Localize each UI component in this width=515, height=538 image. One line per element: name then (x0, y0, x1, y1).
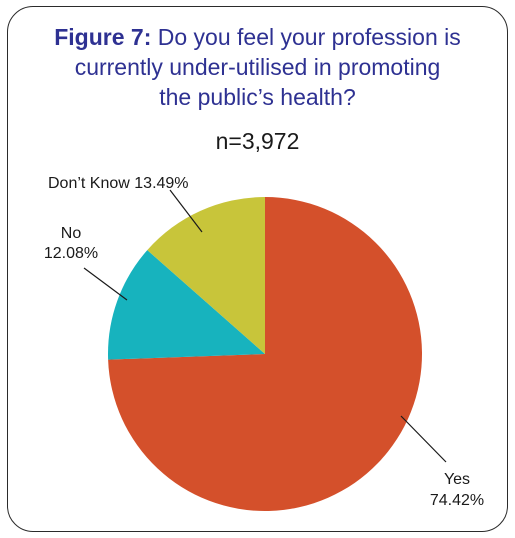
figure-title: Figure 7: Do you feel your profession is… (20, 22, 495, 112)
title-line-2: currently under-utilised in promoting (74, 54, 441, 80)
leader-line-dont-know (169, 189, 203, 233)
pie-slice-yes (108, 197, 422, 511)
leader-line-no (83, 267, 128, 301)
label-no-name: No (61, 225, 82, 242)
title-line-3: the public’s health? (159, 84, 356, 110)
sample-size: n=3,972 (215, 128, 300, 154)
label-no-pct: 12.08% (44, 245, 98, 262)
title-line-1: Do you feel your profession is (151, 24, 461, 50)
pie-slice-no (108, 250, 266, 360)
label-yes-name: Yes (444, 471, 470, 488)
label-yes-pct: 74.42% (430, 492, 484, 509)
figure-frame (7, 6, 508, 532)
figure-number: Figure 7: (54, 24, 152, 50)
pie-slices (108, 197, 422, 511)
leader-line-yes (400, 415, 447, 463)
label-dont-know: Don’t Know 13.49% (48, 175, 189, 192)
leader-lines (83, 189, 447, 463)
pie-slice-don-t-know (147, 197, 265, 354)
